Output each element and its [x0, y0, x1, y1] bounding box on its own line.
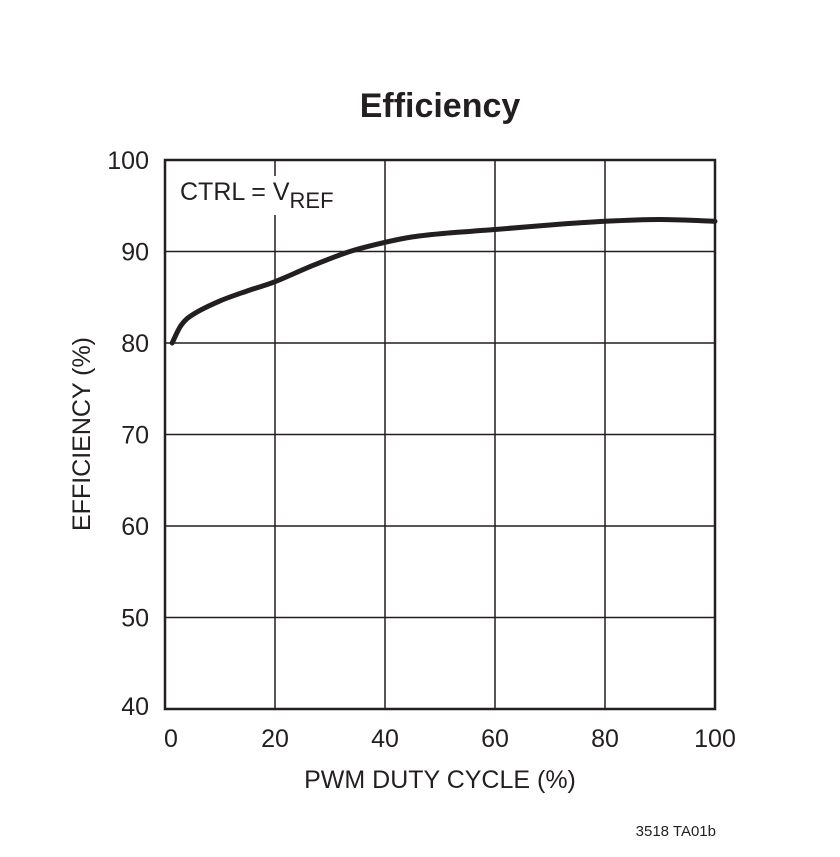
x-tick-label: 0: [164, 725, 178, 753]
x-tick-label: 40: [371, 725, 399, 753]
y-tick-label: 100: [107, 147, 149, 175]
y-tick-labels: 40 50 60 70 80 90 100: [107, 147, 149, 721]
footnote: 3518 TA01b: [636, 823, 716, 840]
efficiency-curve: [169, 216, 718, 346]
y-axis-label: EFFICIENCY (%): [68, 337, 96, 531]
annotation-subscript: REF: [290, 188, 334, 213]
annotation-ctrl-vref: CTRL = VREF: [177, 176, 337, 215]
y-tick-label: 40: [121, 693, 149, 721]
x-tick-label: 80: [591, 725, 619, 753]
svg-text:CTRL = VREF: CTRL = VREF: [180, 178, 334, 213]
x-tick-label: 100: [694, 725, 736, 753]
x-tick-label: 60: [481, 725, 509, 753]
y-tick-label: 80: [121, 330, 149, 358]
annotation-main: CTRL = V: [180, 178, 290, 206]
chart-title: Efficiency: [360, 87, 521, 125]
x-tick-labels: 0 20 40 60 80 100: [164, 725, 736, 753]
x-tick-label: 20: [261, 725, 289, 753]
y-tick-label: 70: [121, 422, 149, 450]
y-tick-label: 60: [121, 513, 149, 541]
y-tick-label: 50: [121, 605, 149, 633]
x-axis-label: PWM DUTY CYCLE (%): [304, 766, 576, 794]
y-tick-label: 90: [121, 239, 149, 267]
annotation-background: [177, 176, 337, 215]
plot-frame: [163, 158, 717, 711]
grid: [163, 158, 717, 711]
